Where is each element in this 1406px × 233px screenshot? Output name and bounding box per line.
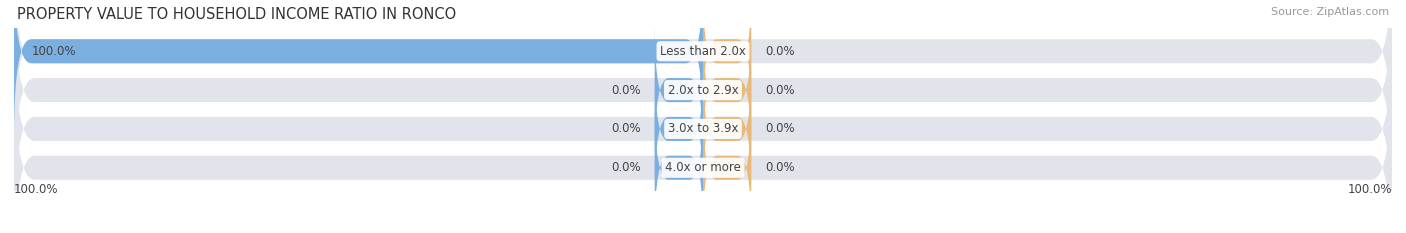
FancyBboxPatch shape bbox=[14, 24, 1392, 233]
Text: Less than 2.0x: Less than 2.0x bbox=[659, 45, 747, 58]
Text: 100.0%: 100.0% bbox=[14, 183, 59, 196]
Text: Source: ZipAtlas.com: Source: ZipAtlas.com bbox=[1271, 7, 1389, 17]
Text: PROPERTY VALUE TO HOUSEHOLD INCOME RATIO IN RONCO: PROPERTY VALUE TO HOUSEHOLD INCOME RATIO… bbox=[17, 7, 456, 22]
Text: 100.0%: 100.0% bbox=[1347, 183, 1392, 196]
FancyBboxPatch shape bbox=[655, 63, 703, 195]
FancyBboxPatch shape bbox=[703, 102, 751, 233]
Text: 0.0%: 0.0% bbox=[612, 161, 641, 174]
Text: 0.0%: 0.0% bbox=[765, 84, 794, 97]
FancyBboxPatch shape bbox=[703, 24, 751, 156]
Text: 0.0%: 0.0% bbox=[765, 122, 794, 135]
FancyBboxPatch shape bbox=[655, 102, 703, 233]
Text: 0.0%: 0.0% bbox=[612, 122, 641, 135]
FancyBboxPatch shape bbox=[703, 0, 751, 117]
Text: 4.0x or more: 4.0x or more bbox=[665, 161, 741, 174]
Text: 3.0x to 3.9x: 3.0x to 3.9x bbox=[668, 122, 738, 135]
FancyBboxPatch shape bbox=[14, 0, 1392, 195]
Text: 2.0x to 2.9x: 2.0x to 2.9x bbox=[668, 84, 738, 97]
Text: 0.0%: 0.0% bbox=[612, 84, 641, 97]
Text: 0.0%: 0.0% bbox=[765, 45, 794, 58]
Text: 100.0%: 100.0% bbox=[31, 45, 76, 58]
FancyBboxPatch shape bbox=[655, 24, 703, 156]
FancyBboxPatch shape bbox=[703, 63, 751, 195]
FancyBboxPatch shape bbox=[14, 0, 703, 136]
FancyBboxPatch shape bbox=[14, 63, 1392, 233]
Text: 0.0%: 0.0% bbox=[765, 161, 794, 174]
FancyBboxPatch shape bbox=[14, 0, 1392, 156]
